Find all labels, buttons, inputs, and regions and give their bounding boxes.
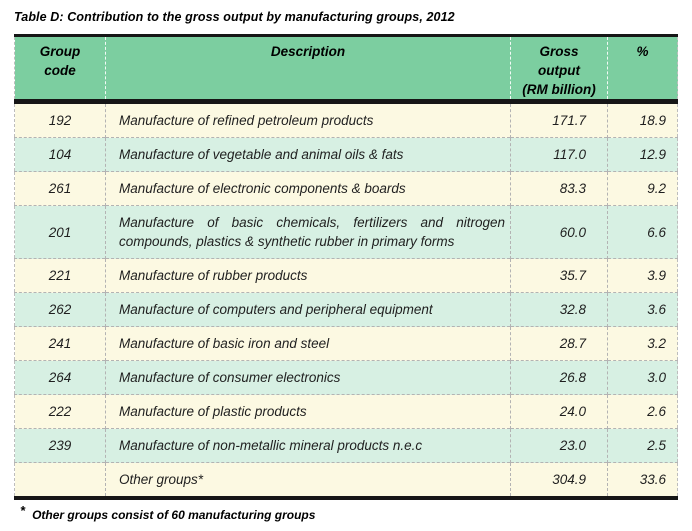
table-body: 192 Manufacture of refined petroleum prod… [14,101,678,498]
cell-gross-output: 35.7 [510,258,608,293]
cell-group-code: 201 [14,205,106,259]
cell-description: Manufacture of rubber products [105,258,511,293]
cell-group-code [14,462,106,498]
table-row: 222 Manufacture of plastic products 24.0 2.… [14,394,678,429]
cell-group-code: 192 [14,101,106,138]
cell-description: Manufacture of electronic components & b… [105,171,511,206]
header-gross-output: Gross output (RM billion) [510,35,608,104]
cell-gross-output: 304.9 [510,462,608,498]
cell-description: Manufacture of basic chemicals, fertiliz… [105,205,511,259]
table-row: 192 Manufacture of refined petroleum prod… [14,101,678,138]
cell-group-code: 261 [14,171,106,206]
table-row: 221 Manufacture of rubber products 35.7 3.9 [14,258,678,293]
cell-group-code: 222 [14,394,106,429]
table-row: 261 Manufacture of electronic components … [14,171,678,206]
cell-gross-output: 171.7 [510,101,608,138]
table-row: 201 Manufacture of basic chemicals, ferti… [14,205,678,259]
cell-description: Manufacture of plastic products [105,394,511,429]
cell-percent: 2.5 [607,428,678,463]
cell-gross-output: 28.7 [510,326,608,361]
cell-group-code: 104 [14,137,106,172]
table-row: 239 Manufacture of non-metallic mineral p… [14,428,678,463]
cell-description: Manufacture of consumer electronics [105,360,511,395]
footnote-asterisk: * [20,503,26,518]
cell-group-code: 239 [14,428,106,463]
table-row: 262 Manufacture of computers and peripher… [14,292,678,327]
table-row: 264 Manufacture of consumer electronics 26… [14,360,678,395]
header-group-code: Group code [14,35,106,104]
cell-group-code: 241 [14,326,106,361]
cell-percent: 3.6 [607,292,678,327]
cell-gross-output: 23.0 [510,428,608,463]
manufacturing-groups-table: Group code Description Gross output (RM … [14,34,678,500]
cell-description: Manufacture of vegetable and animal oils… [105,137,511,172]
cell-gross-output: 117.0 [510,137,608,172]
cell-percent: 3.9 [607,258,678,293]
header-description: Description [105,35,511,104]
cell-description: Manufacture of refined petroleum product… [105,101,511,138]
footnote-text: Other groups consist of 60 manufacturing… [32,508,316,522]
header-row: Group code Description Gross output (RM … [14,35,678,104]
cell-gross-output: 83.3 [510,171,608,206]
cell-description: Manufacture of non-metallic mineral prod… [105,428,511,463]
cell-description: Other groups* [105,462,511,498]
header-percent: % [607,35,678,104]
cell-percent: 33.6 [607,462,678,498]
cell-percent: 6.6 [607,205,678,259]
table-row: 104 Manufacture of vegetable and animal o… [14,137,678,172]
table-title: Table D: Contribution to the gross outpu… [14,10,455,24]
table-row: Other groups* 304.9 33.6 [14,462,678,498]
cell-percent: 9.2 [607,171,678,206]
footnote: * Other groups consist of 60 manufacturin… [20,503,692,522]
cell-group-code: 221 [14,258,106,293]
cell-percent: 2.6 [607,394,678,429]
cell-group-code: 264 [14,360,106,395]
cell-gross-output: 60.0 [510,205,608,259]
cell-gross-output: 26.8 [510,360,608,395]
cell-percent: 3.0 [607,360,678,395]
cell-gross-output: 24.0 [510,394,608,429]
cell-percent: 3.2 [607,326,678,361]
cell-percent: 18.9 [607,101,678,138]
cell-description: Manufacture of computers and peripheral … [105,292,511,327]
cell-group-code: 262 [14,292,106,327]
cell-percent: 12.9 [607,137,678,172]
cell-description: Manufacture of basic iron and steel [105,326,511,361]
table-row: 241 Manufacture of basic iron and steel 28… [14,326,678,361]
cell-gross-output: 32.8 [510,292,608,327]
